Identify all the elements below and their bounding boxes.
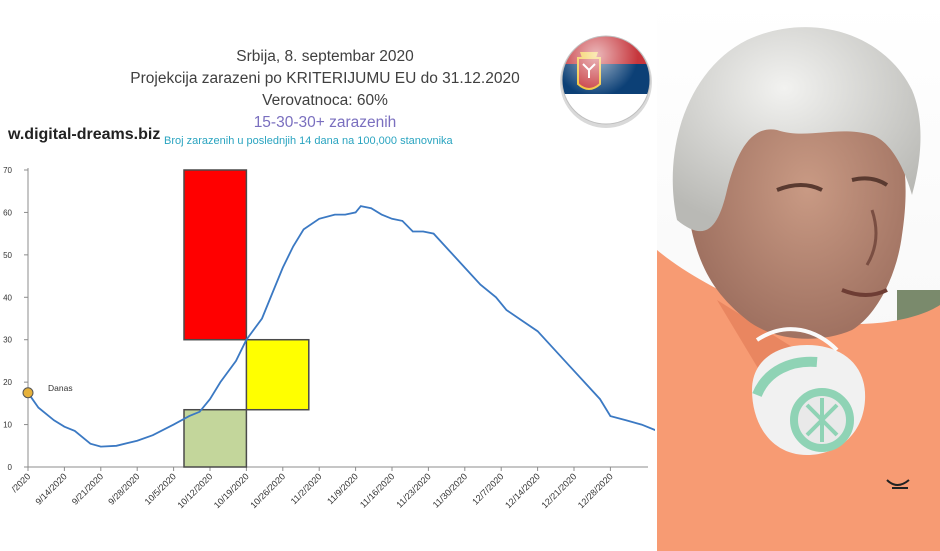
site-watermark: w.digital-dreams.biz (8, 126, 161, 143)
serbia-flag-icon (560, 35, 652, 128)
data-point (370, 207, 372, 209)
data-point (360, 205, 362, 207)
y-tick-label: 70 (3, 166, 12, 175)
y-tick-label: 0 (8, 463, 13, 472)
data-point (100, 446, 102, 448)
chart-title-probability: Verovatnoca: 60% (262, 92, 388, 109)
data-point (219, 381, 221, 383)
x-tick-label: 10/19/2020 (212, 471, 251, 510)
data-point (271, 292, 273, 294)
data-point (136, 440, 138, 442)
data-point (568, 364, 570, 366)
chart-title-projection: Projekcija zarazeni po KRITERIJUMU EU do… (130, 70, 520, 87)
data-point (422, 230, 424, 233)
data-point (464, 266, 466, 269)
data-point (292, 245, 294, 247)
x-tick-label: 11/23/2020 (394, 471, 432, 509)
data-point (609, 415, 612, 417)
data-point (599, 398, 601, 400)
x-tick-label: 12/14/2020 (503, 471, 542, 510)
today-marker (22, 387, 34, 399)
data-point (521, 320, 523, 322)
data-point (552, 347, 554, 349)
data-point (391, 218, 393, 220)
data-point (641, 423, 643, 426)
data-point (173, 423, 175, 426)
data-point (318, 218, 320, 220)
x-tick-label: 10/12/2020 (175, 471, 214, 510)
chart-title-thresholds: 15-30-30+ zarazenih (253, 114, 397, 131)
red-threshold-box (183, 169, 248, 341)
x-tick-label: 11/2/2020 (289, 471, 324, 506)
data-point (433, 233, 435, 235)
chart-subtitle: Broj zarazenih u poslednjih 14 dana na 1… (164, 135, 453, 147)
data-point (495, 296, 497, 298)
data-point (303, 228, 305, 230)
data-point (401, 220, 403, 222)
data-point (188, 415, 190, 417)
x-tick-label: 11/30/2020 (431, 471, 469, 509)
data-point (355, 211, 357, 214)
chart-title-date: Srbija, 8. septembar 2020 (236, 48, 414, 65)
data-point (505, 309, 507, 311)
x-tick-label: 10/5/2020 (143, 471, 178, 506)
data-point (89, 443, 91, 445)
data-point (37, 407, 40, 409)
data-point (381, 213, 383, 216)
x-tick-label: 11/16/2020 (358, 471, 396, 509)
chart-panel: Srbija, 8. septembar 2020 Projekcija zar… (3, 35, 655, 510)
x-tick-label: 10/26/2020 (248, 471, 287, 510)
projection-curve (27, 205, 655, 448)
data-point (245, 339, 247, 341)
data-point (625, 419, 627, 421)
x-tick-label: 11/9/2020 (325, 471, 360, 506)
yellow-threshold-box (245, 338, 310, 411)
data-point (235, 360, 237, 362)
y-tick-label: 20 (3, 378, 12, 387)
today-label: Danas (48, 383, 73, 393)
data-point (282, 266, 284, 269)
y-tick-label: 60 (3, 208, 12, 217)
data-point (583, 381, 586, 383)
data-point (209, 398, 211, 400)
data-point (115, 445, 117, 447)
x-tick-label: 9/21/2020 (70, 471, 105, 506)
data-point (537, 330, 539, 332)
y-tick-label: 50 (3, 251, 12, 260)
x-tick-label: 12/7/2020 (470, 471, 505, 506)
x-tick-label: 12/28/2020 (576, 471, 615, 510)
man-with-face-mask-photo (657, 0, 940, 551)
data-point (479, 283, 481, 286)
data-point (448, 250, 450, 252)
y-tick-label: 30 (3, 336, 12, 345)
green-threshold-box (183, 408, 248, 468)
data-point (412, 230, 414, 233)
data-point (152, 434, 154, 436)
data-point (63, 426, 65, 428)
data-point (334, 213, 336, 216)
y-tick-label: 10 (3, 421, 12, 430)
data-point (261, 317, 263, 320)
data-point (74, 430, 76, 432)
x-tick-label: 9/28/2020 (106, 471, 141, 506)
x-tick-label: /2020 (9, 471, 32, 494)
data-point (53, 419, 55, 421)
data-point (199, 411, 201, 413)
x-tick-label: 9/14/2020 (33, 471, 68, 506)
y-tick-label: 40 (3, 293, 12, 302)
data-point (344, 213, 346, 216)
plot-area: 0 10 20 30 40 50 60 70/2020 9/14/2020 9/21/2020 9/… (3, 166, 655, 510)
x-tick-label: 12/21/2020 (539, 471, 578, 510)
